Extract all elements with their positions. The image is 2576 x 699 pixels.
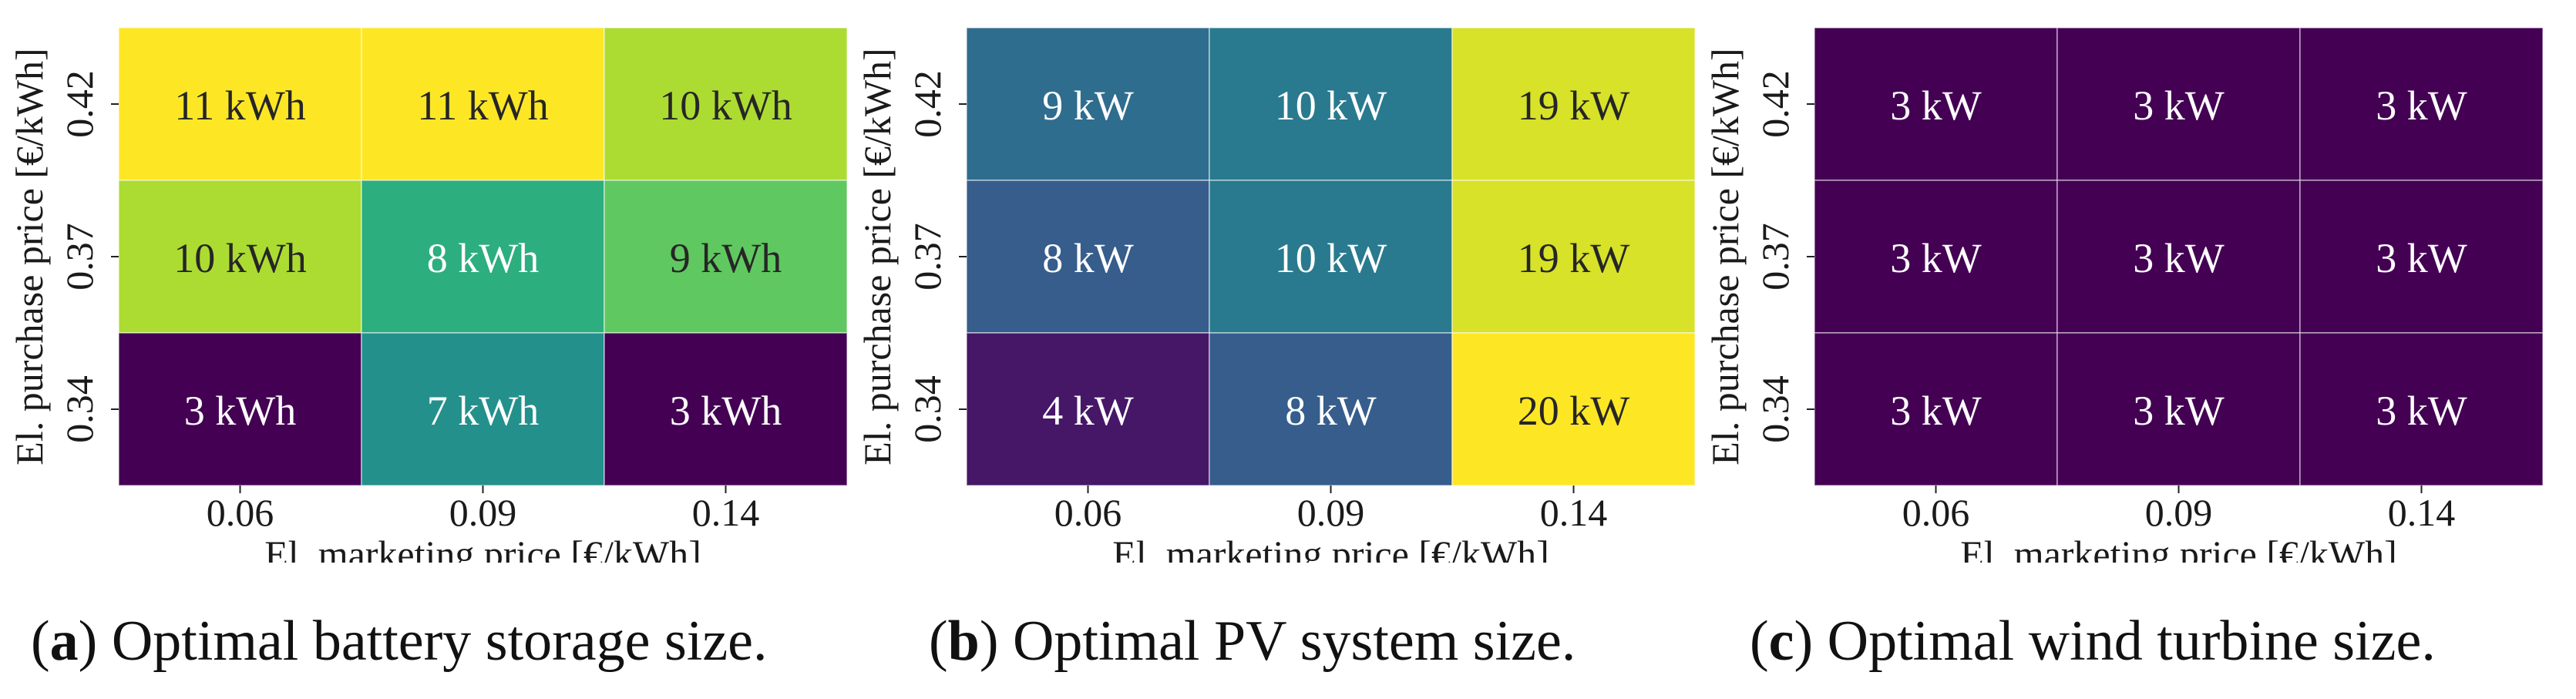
cell-value-label: 3 kWh bbox=[670, 388, 782, 434]
cell-value-label: 10 kWh bbox=[173, 235, 306, 281]
heatmap-cell bbox=[361, 332, 605, 486]
heatmap-cell bbox=[118, 27, 362, 181]
x-axis-label: El. marketing price [€/kWh] bbox=[264, 533, 701, 563]
cell-value-label: 7 kWh bbox=[427, 388, 539, 434]
cell-value-label: 3 kW bbox=[2376, 82, 2467, 129]
cell-value-label: 3 kWh bbox=[184, 388, 296, 434]
heatmap-cell bbox=[1451, 180, 1696, 334]
cell-value-label: 3 kW bbox=[1890, 235, 1982, 281]
caption-a: (a) Optimal battery storage size. bbox=[31, 610, 768, 673]
heatmap-cell bbox=[1209, 27, 1453, 181]
x-tick-label: 0.06 bbox=[207, 491, 274, 534]
heatmap-cell bbox=[966, 180, 1210, 334]
heatmap-cell bbox=[1451, 332, 1696, 486]
y-tick-label: 0.37 bbox=[1754, 223, 1797, 291]
cell-value-label: 11 kWh bbox=[417, 82, 548, 129]
cell-value-label: 19 kW bbox=[1518, 82, 1630, 129]
heatmap-cell bbox=[1814, 27, 2058, 181]
heatmap-cell bbox=[118, 180, 362, 334]
caption-b-letter: b bbox=[947, 610, 980, 673]
y-tick-label: 0.37 bbox=[906, 223, 949, 291]
cell-value-label: 8 kWh bbox=[427, 235, 539, 281]
x-tick-label: 0.14 bbox=[1540, 491, 1608, 534]
cell-value-label: 3 kW bbox=[1890, 388, 1982, 434]
y-axis-label: El. purchase price [€/kWh] bbox=[8, 48, 51, 465]
cell-value-label: 3 kW bbox=[2376, 388, 2467, 434]
y-tick-label: 0.42 bbox=[906, 70, 949, 138]
heatmap-cell bbox=[1451, 27, 1696, 181]
y-axis-label: El. purchase price [€/kWh] bbox=[1703, 48, 1747, 465]
cell-value-label: 3 kW bbox=[1890, 82, 1982, 129]
y-tick-label: 0.42 bbox=[1754, 70, 1797, 138]
cell-value-label: 10 kWh bbox=[659, 82, 792, 129]
caption-a-text: Optimal battery storage size. bbox=[97, 610, 768, 673]
heatmap-cell bbox=[2056, 27, 2301, 181]
y-tick-label: 0.34 bbox=[1754, 375, 1797, 443]
cell-value-label: 4 kW bbox=[1042, 388, 1134, 434]
y-tick-label: 0.42 bbox=[58, 70, 101, 138]
heatmap-cell bbox=[2299, 332, 2544, 486]
y-axis-label: El. purchase price [€/kWh] bbox=[856, 48, 899, 465]
x-axis-label: El. marketing price [€/kWh] bbox=[1960, 533, 2396, 563]
cell-value-label: 8 kW bbox=[1285, 388, 1377, 434]
cell-value-label: 19 kW bbox=[1518, 235, 1630, 281]
y-tick-label: 0.34 bbox=[58, 375, 101, 443]
x-tick-label: 0.06 bbox=[1902, 491, 1970, 534]
x-tick-label: 0.14 bbox=[692, 491, 760, 534]
heatmap-cell bbox=[1209, 180, 1453, 334]
y-tick-label: 0.34 bbox=[906, 375, 949, 443]
caption-c-letter: c bbox=[1768, 610, 1794, 673]
cell-value-label: 9 kW bbox=[1042, 82, 1134, 129]
y-tick-label: 0.37 bbox=[58, 223, 101, 291]
heatmap-cell bbox=[966, 27, 1210, 181]
cell-value-label: 3 kW bbox=[2133, 82, 2225, 129]
x-tick-label: 0.09 bbox=[1297, 491, 1365, 534]
heatmap-cell bbox=[2056, 180, 2301, 334]
heatmap-cell bbox=[361, 180, 605, 334]
cell-value-label: 11 kWh bbox=[174, 82, 305, 129]
cell-value-label: 9 kWh bbox=[670, 235, 782, 281]
heatmap-cell bbox=[604, 180, 848, 334]
heatmap-cell bbox=[1209, 332, 1453, 486]
x-tick-label: 0.09 bbox=[2145, 491, 2213, 534]
cell-value-label: 10 kW bbox=[1275, 235, 1387, 281]
caption-b-text: Optimal PV system size. bbox=[998, 610, 1576, 673]
heatmap-cell bbox=[1814, 180, 2058, 334]
cell-value-label: 3 kW bbox=[2133, 235, 2225, 281]
heatmap-cell bbox=[2056, 332, 2301, 486]
heatmap-cell bbox=[118, 332, 362, 486]
cell-value-label: 3 kW bbox=[2133, 388, 2225, 434]
caption-b: (b) Optimal PV system size. bbox=[929, 610, 1576, 673]
cell-value-label: 3 kW bbox=[2376, 235, 2467, 281]
x-tick-label: 0.14 bbox=[2388, 491, 2456, 534]
x-axis-label: El. marketing price [€/kWh] bbox=[1112, 533, 1549, 563]
caption-c: (c) Optimal wind turbine size. bbox=[1750, 610, 2436, 673]
x-tick-label: 0.06 bbox=[1054, 491, 1122, 534]
heatmap-cell bbox=[604, 27, 848, 181]
x-tick-label: 0.09 bbox=[449, 491, 517, 534]
caption-a-letter: a bbox=[49, 610, 79, 673]
cell-value-label: 20 kW bbox=[1518, 388, 1630, 434]
heatmap-figure: 11 kWh 11 kWh 10 kWh 10 kWh 8 kWh 9 kWh 3 kWh 7… bbox=[8, 27, 2544, 576]
heatmap-cell bbox=[2299, 180, 2544, 334]
heatmap-cell bbox=[361, 27, 605, 181]
caption-c-text: Optimal wind turbine size. bbox=[1813, 610, 2436, 673]
cell-value-label: 8 kW bbox=[1042, 235, 1134, 281]
cell-value-label: 10 kW bbox=[1275, 82, 1387, 129]
